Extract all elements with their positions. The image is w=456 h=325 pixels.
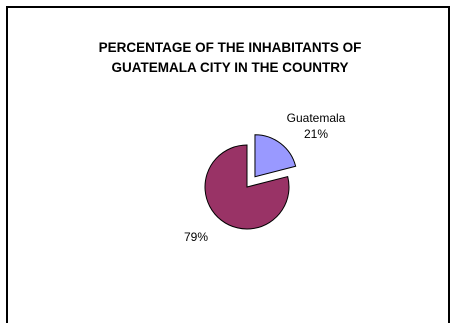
pie-chart: Guatemala 21% 79% — [184, 111, 346, 244]
slice-label-0: Guatemala 21% — [287, 111, 346, 141]
slice-label-1: 79% — [184, 230, 208, 244]
chart-title: PERCENTAGE OF THE INHABITANTS OF GUATEMA… — [8, 38, 452, 78]
pie-slice-0 — [254, 134, 297, 178]
chart-title-line-1: PERCENTAGE OF THE INHABITANTS OF — [98, 40, 362, 55]
chart-title-line-2: GUATEMALA CITY IN THE COUNTRY — [111, 60, 349, 75]
pie-slice-1 — [204, 144, 290, 230]
chart-area: PERCENTAGE OF THE INHABITANTS OF GUATEMA… — [6, 6, 450, 323]
